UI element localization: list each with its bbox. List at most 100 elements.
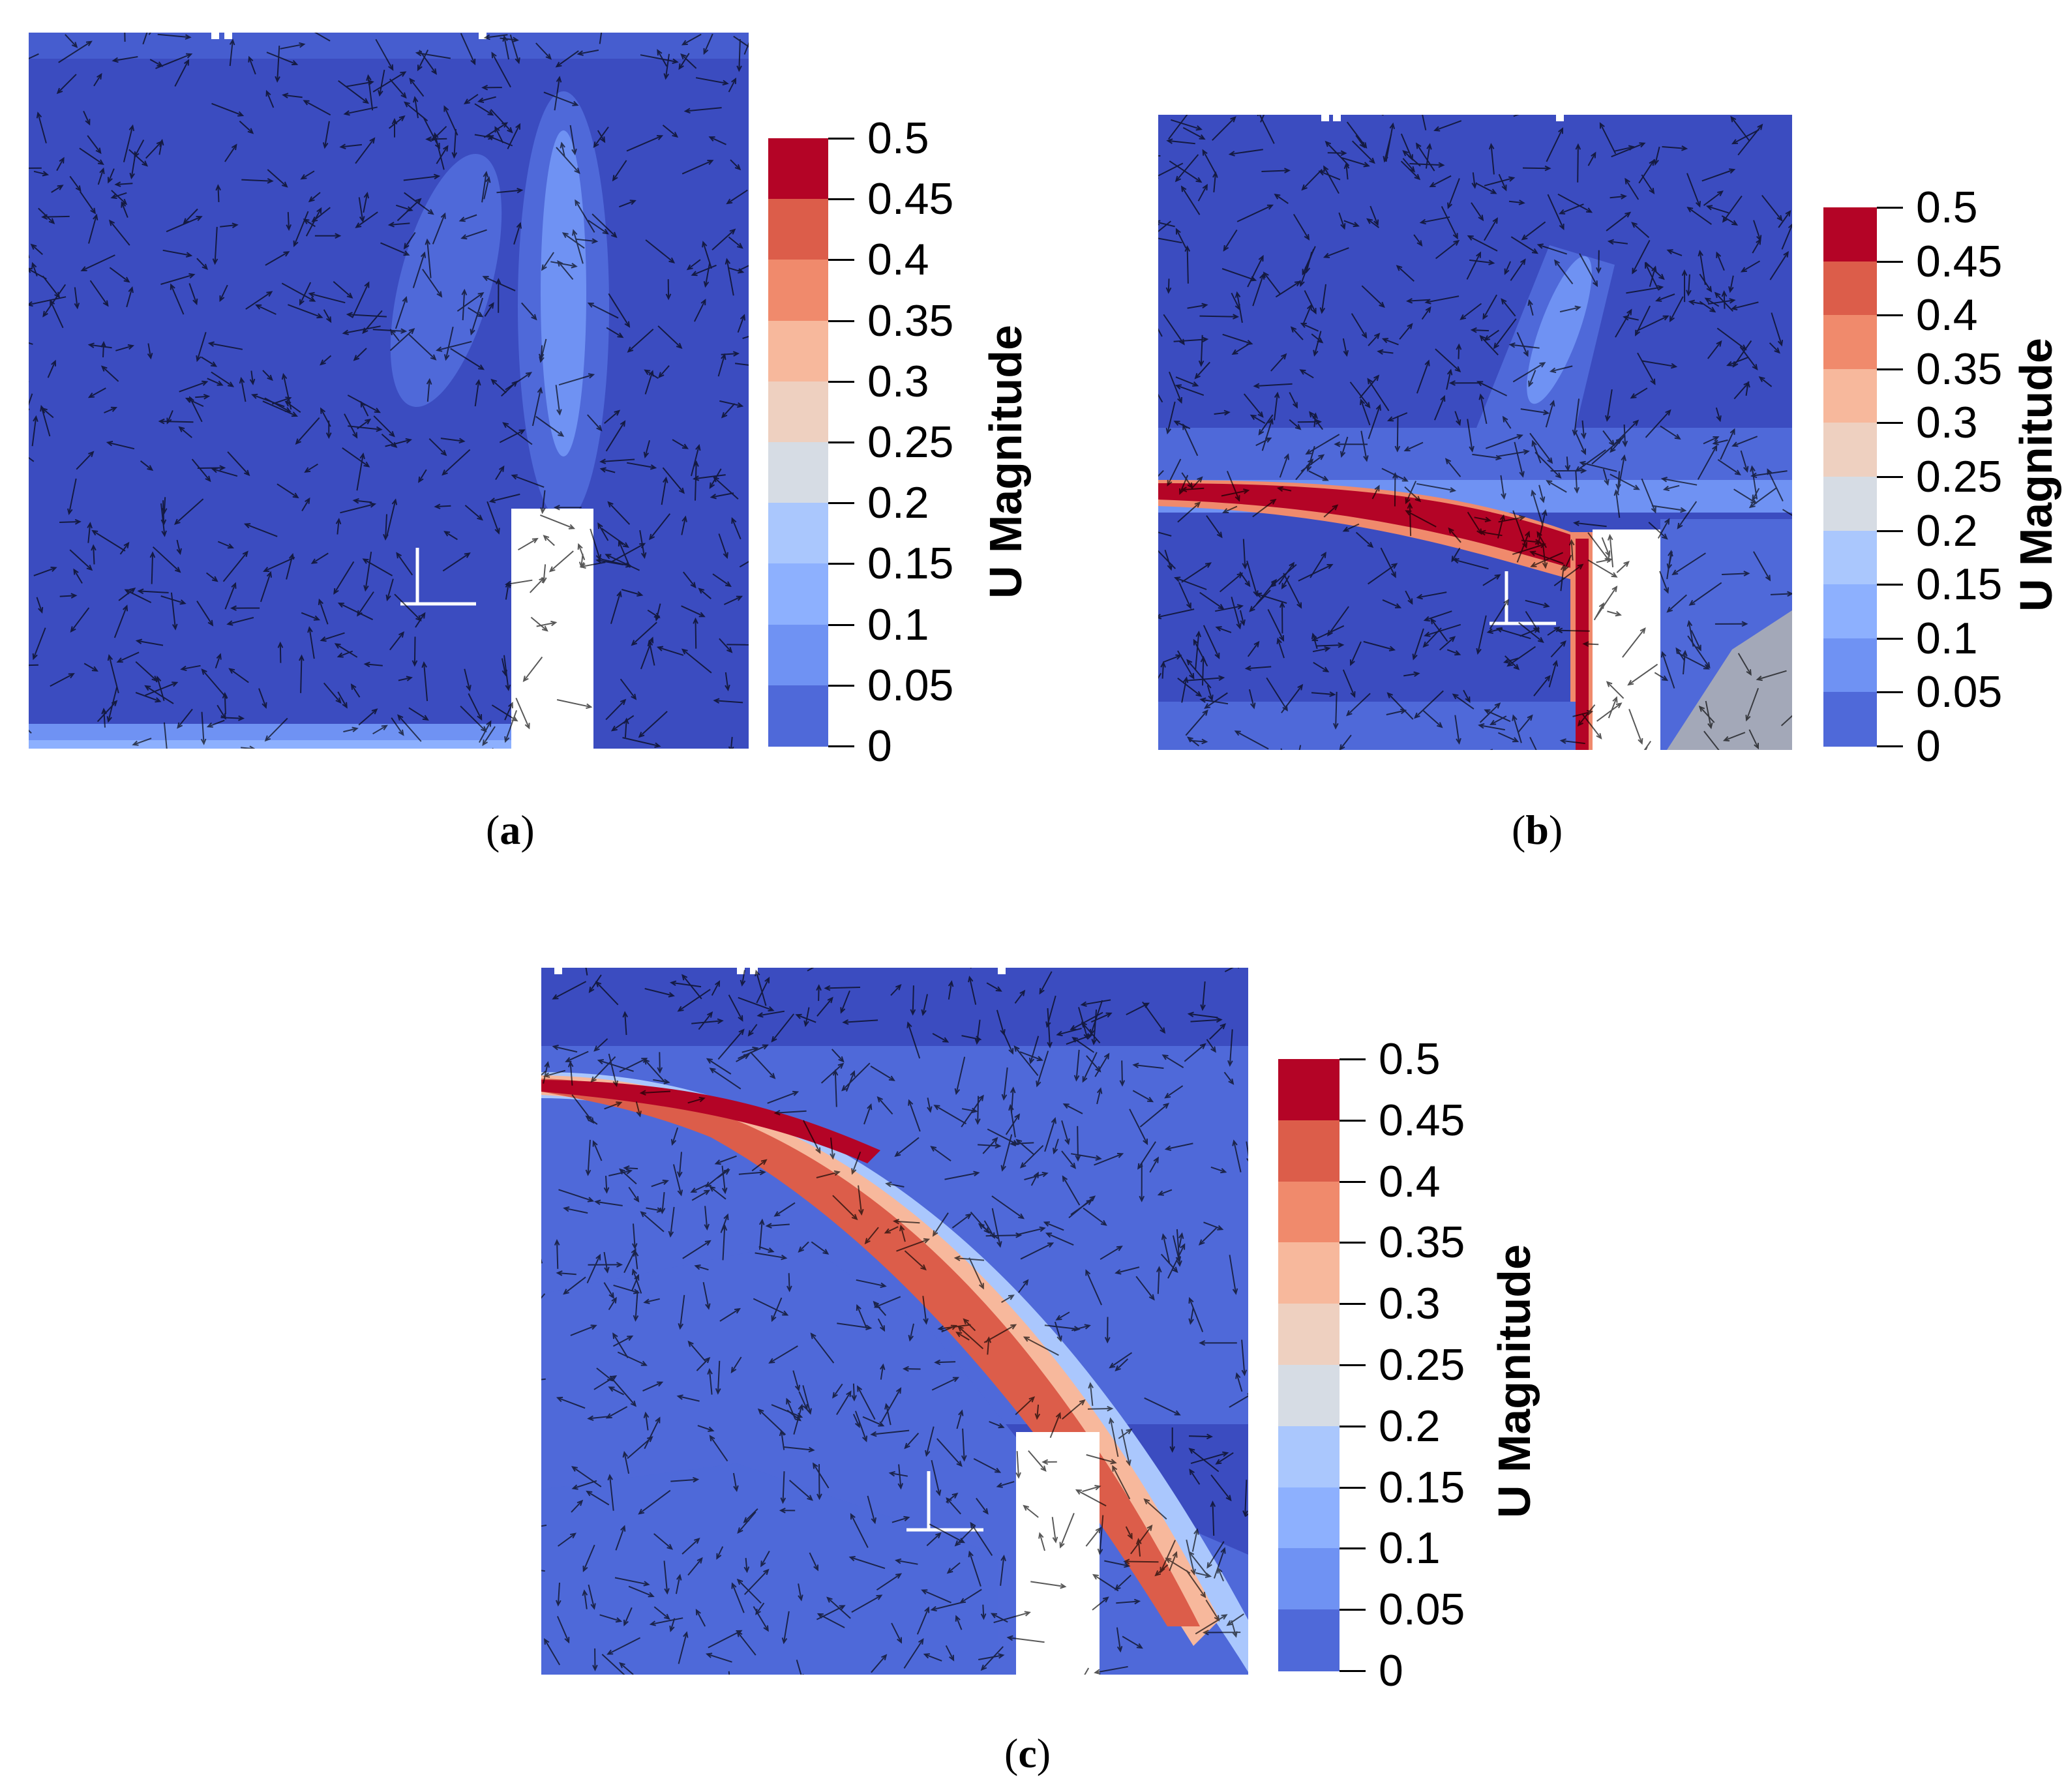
velocity-arrowhead — [106, 716, 112, 723]
velocity-arrowhead — [91, 544, 97, 551]
velocity-arrowhead — [978, 1283, 984, 1290]
velocity-arrowhead — [1631, 222, 1638, 228]
velocity-arrow — [57, 74, 77, 94]
velocity-arrowhead — [1414, 173, 1421, 181]
velocity-arrow — [717, 1360, 721, 1394]
velocity-arrow — [653, 1533, 672, 1549]
velocity-arrow — [36, 597, 43, 613]
velocity-arrow — [1158, 531, 1172, 537]
velocity-arrow — [338, 80, 368, 104]
velocity-arrow — [1047, 1008, 1051, 1047]
velocity-arrowhead — [786, 1285, 792, 1292]
velocity-arrowhead — [440, 212, 446, 219]
velocity-arrowhead — [841, 1085, 848, 1092]
velocity-arrowhead — [149, 551, 156, 558]
velocity-arrowhead — [759, 1169, 766, 1176]
velocity-arrowhead — [1167, 479, 1173, 486]
velocity-arrowhead — [1230, 116, 1236, 123]
velocity-arrow — [1497, 515, 1505, 539]
velocity-arrow — [440, 438, 464, 442]
velocity-arrowhead — [1102, 1596, 1109, 1603]
velocity-arrow — [1413, 628, 1424, 659]
velocity-arrowhead — [1558, 127, 1564, 134]
velocity-arrow — [1226, 471, 1240, 501]
velocity-arrow — [357, 591, 374, 616]
velocity-arrow — [436, 145, 449, 164]
colorbar-band — [1278, 1426, 1340, 1488]
velocity-arrowhead — [403, 243, 410, 250]
velocity-arrow — [423, 663, 428, 702]
velocity-arrowhead — [1550, 400, 1555, 407]
velocity-arrow — [1158, 328, 1163, 337]
velocity-arrowhead — [1258, 428, 1265, 436]
velocity-arrow — [1563, 554, 1572, 571]
velocity-arrow — [1722, 195, 1743, 222]
velocity-arrowhead — [851, 1395, 857, 1402]
velocity-arrow — [732, 1472, 738, 1491]
velocity-arrow — [40, 406, 51, 437]
velocity-arrow — [993, 1611, 1030, 1624]
velocity-arrow — [1368, 563, 1397, 585]
colorbar-tick-mark — [1340, 1425, 1366, 1427]
velocity-arrow — [678, 989, 711, 1012]
velocity-arrow — [1468, 235, 1498, 252]
velocity-arrowhead — [1613, 489, 1620, 496]
velocity-arrowhead — [556, 1396, 563, 1402]
velocity-arrow — [1575, 470, 1578, 492]
velocity-arrowhead — [158, 418, 165, 425]
velocity-arrow — [601, 1654, 625, 1675]
velocity-arrowhead — [622, 1450, 628, 1458]
velocity-arrow — [1195, 632, 1200, 670]
velocity-arrowhead — [188, 273, 196, 279]
velocity-arrow — [877, 1318, 885, 1331]
velocity-arrow — [1016, 1451, 1019, 1478]
velocity-arrowhead — [426, 378, 432, 385]
velocity-arrowhead — [1662, 315, 1669, 321]
velocity-arrow — [1189, 1435, 1212, 1438]
velocity-arrow — [816, 997, 833, 1017]
velocity-arrow — [1252, 274, 1265, 306]
velocity-arrowhead — [1655, 296, 1662, 302]
velocity-arrow — [1064, 1103, 1083, 1114]
velocity-arrow — [1780, 715, 1792, 726]
colorbar-tick-mark — [828, 502, 854, 505]
velocity-arrow — [1561, 739, 1585, 745]
velocity-arrow — [687, 1098, 704, 1104]
velocity-arrowhead — [555, 1600, 561, 1607]
velocity-arrow — [1291, 327, 1304, 340]
velocity-arrow — [1216, 1452, 1234, 1465]
velocity-arrow — [505, 709, 518, 742]
velocity-arrowhead — [736, 65, 742, 72]
velocity-arrowhead — [846, 1390, 852, 1397]
velocity-arrow — [1205, 692, 1228, 709]
velocity-arrowhead — [736, 243, 743, 249]
velocity-arrow — [483, 122, 507, 138]
velocity-arrow — [596, 1367, 613, 1381]
velocity-arrowhead — [545, 53, 552, 60]
velocity-arrow — [385, 514, 387, 539]
velocity-arrow — [541, 490, 546, 513]
velocity-arrowhead — [677, 1006, 684, 1012]
velocity-arrowhead — [1609, 446, 1616, 453]
velocity-arrow — [179, 381, 207, 393]
velocity-arrowhead — [806, 1408, 812, 1415]
velocity-arrow — [558, 374, 594, 386]
velocity-arrow — [470, 297, 484, 335]
velocity-arrowhead — [1681, 269, 1688, 276]
velocity-arrowhead — [704, 1240, 711, 1246]
velocity-arrow — [1175, 577, 1207, 590]
velocity-arrow — [1525, 599, 1549, 607]
velocity-arrow — [1010, 1105, 1016, 1138]
velocity-arrowhead — [676, 342, 683, 350]
velocity-arrow — [412, 252, 425, 288]
velocity-arrow — [608, 1170, 631, 1176]
velocity-arrow — [1061, 1120, 1070, 1144]
velocity-arrowhead — [1220, 1168, 1227, 1174]
velocity-arrow — [1532, 441, 1542, 464]
velocity-arrow — [1281, 685, 1303, 713]
velocity-arrow — [142, 33, 148, 45]
velocity-arrow — [922, 1296, 927, 1324]
velocity-arrowhead — [1716, 251, 1722, 258]
velocity-arrowhead — [567, 1060, 574, 1068]
velocity-arrow — [1610, 435, 1626, 453]
